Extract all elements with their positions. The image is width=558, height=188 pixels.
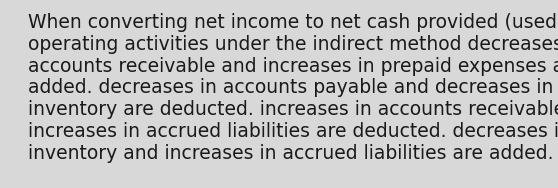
Text: accounts receivable and increases in prepaid expenses are: accounts receivable and increases in pre… [28,57,558,76]
Text: When converting net income to net cash provided (used) by: When converting net income to net cash p… [28,13,558,32]
Text: added. decreases in accounts payable and decreases in: added. decreases in accounts payable and… [28,78,554,97]
Text: inventory and increases in accrued liabilities are added.: inventory and increases in accrued liabi… [28,144,554,163]
Text: inventory are deducted. increases in accounts receivable and: inventory are deducted. increases in acc… [28,100,558,119]
Text: operating activities under the indirect method decreases in: operating activities under the indirect … [28,35,558,54]
Text: increases in accrued liabilities are deducted. decreases in: increases in accrued liabilities are ded… [28,122,558,141]
